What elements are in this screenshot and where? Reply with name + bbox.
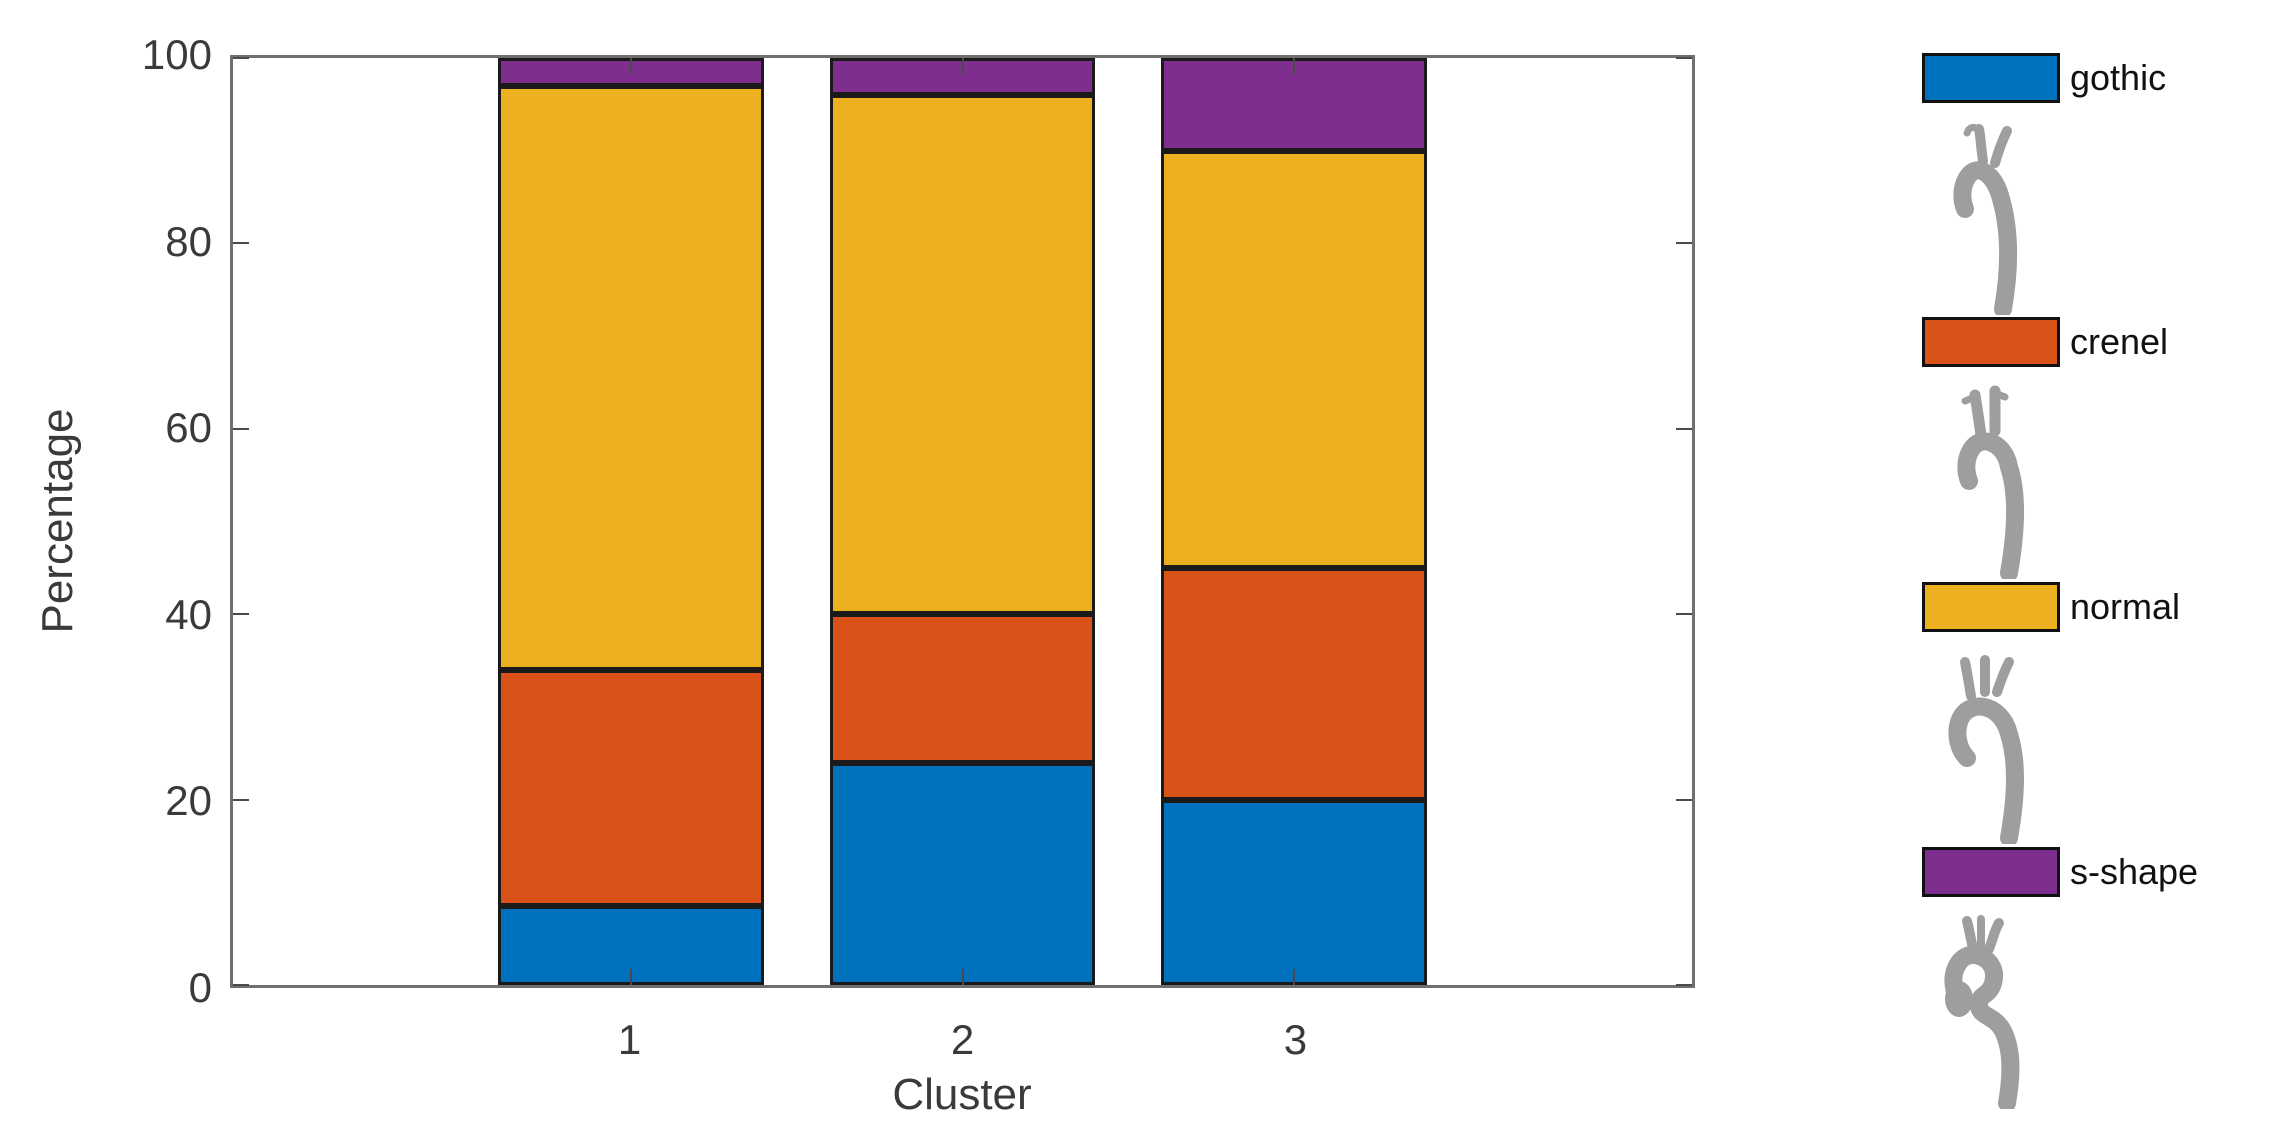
x-tick-mark [629,969,632,985]
bar-cluster-2 [829,58,1096,985]
bar-segment-gothic-cluster-3 [1161,799,1427,985]
x-tick-label: 2 [950,1016,975,1063]
legend-item-gothic: gothic [1922,53,2166,103]
bar-segment-normal-cluster-1 [498,85,764,670]
bar-segment-crenel-cluster-3 [1161,567,1427,800]
y-tick-label: 80 [165,217,212,265]
x-tick-mark [629,58,632,74]
legend-item-crenel: crenel [1922,317,2168,367]
y-tick-label: 0 [188,964,212,1011]
plot-area [230,55,1695,988]
y-tick-mark [1676,242,1692,245]
bar-segment-normal-cluster-2 [829,95,1096,615]
bar-segment-normal-cluster-3 [1161,150,1427,568]
y-tick-mark [1676,984,1692,986]
gothic-aorta-icon [1932,115,2054,318]
normal-aorta-icon [1932,644,2054,847]
gothic-swatch [1922,53,2060,103]
x-tick-mark [1293,969,1296,985]
s-shape-swatch [1922,847,2060,897]
legend-item-s-shape: s-shape [1922,847,2198,897]
y-tick-label: 40 [165,590,212,638]
s-shape-aorta-icon [1932,909,2054,1112]
x-tick-mark [1293,58,1296,74]
bar-cluster-1 [498,58,764,985]
legend-item-normal: normal [1922,582,2180,632]
legend: gothic crenel [1922,53,2272,1137]
x-tick-labels: 1 2 3 [230,1016,1695,1072]
y-tick-mark [233,613,249,616]
legend-label-normal: normal [2070,586,2181,627]
y-tick-mark [1676,57,1692,59]
bar-segment-gothic-cluster-2 [829,762,1096,985]
x-tick-label: 1 [617,1016,642,1063]
y-tick-mark [233,798,249,801]
y-tick-mark [1676,613,1692,616]
y-tick-mark [1676,798,1692,801]
x-tick-mark [961,969,964,985]
crenel-aorta-icon [1932,379,2054,582]
normal-swatch [1922,582,2060,632]
bar-segment-crenel-cluster-2 [829,614,1096,763]
x-tick-label: 3 [1283,1016,1308,1063]
y-tick-mark [1676,427,1692,430]
crenel-swatch [1922,317,2060,367]
x-tick-mark [961,58,964,74]
legend-label-gothic: gothic [2070,57,2167,98]
legend-label-crenel: crenel [2070,321,2169,362]
y-tick-mark [233,427,249,430]
y-tick-label: 20 [165,777,212,825]
legend-label-s-shape: s-shape [2070,851,2199,892]
y-tick-mark [233,242,249,245]
y-tick-mark [233,984,249,986]
y-tick-label: 60 [165,404,212,452]
y-tick-labels: 0 20 40 60 80 100 [0,31,212,1011]
y-tick-label: 100 [141,31,212,78]
y-tick-mark [233,57,249,59]
bar-cluster-3 [1161,58,1427,985]
bar-segment-crenel-cluster-1 [498,669,764,907]
x-axis-title: Cluster [892,1070,1032,1119]
